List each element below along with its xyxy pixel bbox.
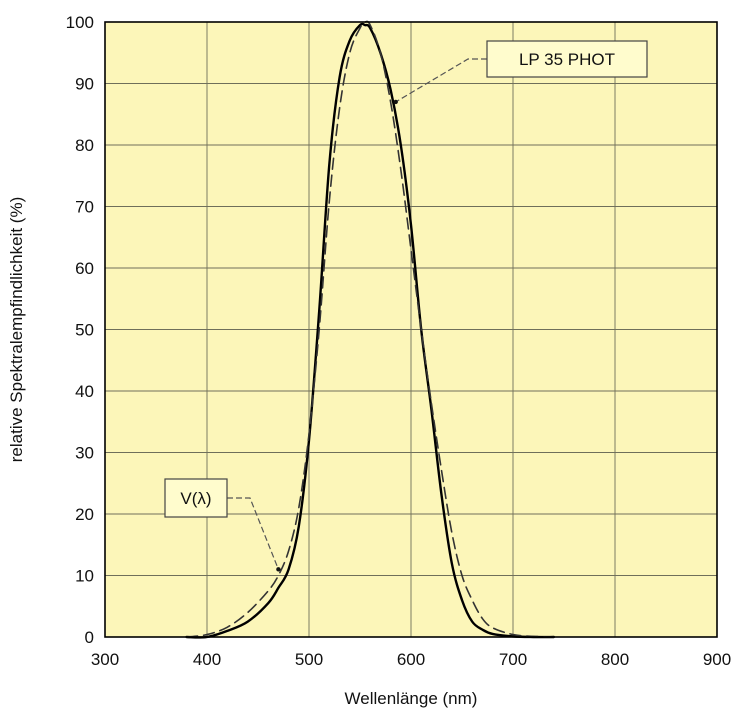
annotation-leader	[227, 497, 279, 570]
x-tick-label: 300	[91, 650, 119, 669]
annotation-box	[486, 40, 648, 78]
x-axis-label: Wellenlänge (nm)	[345, 689, 478, 708]
x-tick-label: 400	[193, 650, 221, 669]
annotation-text: V(λ)	[180, 489, 211, 508]
annotation-box	[164, 478, 228, 518]
y-tick-label: 10	[75, 567, 94, 586]
annotation-v-lambda: V(λ)	[164, 478, 281, 572]
y-tick-label: 20	[75, 505, 94, 524]
annotation-lp35phot: LP 35 PHOT	[393, 40, 648, 105]
series-layer	[185, 20, 555, 639]
y-tick-label: 60	[75, 259, 94, 278]
annotation-pointer	[393, 99, 398, 105]
x-tick-label: 800	[601, 650, 629, 669]
y-tick-label: 100	[66, 13, 94, 32]
y-tick-label: 80	[75, 136, 94, 155]
y-tick-label: 90	[75, 75, 94, 94]
y-tick-label: 40	[75, 382, 94, 401]
x-tick-label: 500	[295, 650, 323, 669]
annotations: LP 35 PHOT V(λ)	[164, 40, 648, 572]
annotation-pointer	[276, 567, 281, 572]
y-tick-label: 70	[75, 198, 94, 217]
x-tick-label: 700	[499, 650, 527, 669]
ticks: 300 400 500 600 700 800 900 0 10 20 30 40 50 60 70 80 90…	[66, 13, 732, 669]
plot-frame	[104, 21, 718, 638]
series-line-lp35phot	[185, 22, 555, 639]
series-line-v-lambda	[185, 20, 555, 638]
y-tick-label: 50	[75, 321, 94, 340]
y-axis-label: relative Spektralempfindlichkeit (%)	[7, 197, 26, 463]
y-tick-label: 30	[75, 444, 94, 463]
y-tick-label: 0	[85, 628, 94, 647]
x-tick-label: 900	[703, 650, 731, 669]
x-tick-label: 600	[397, 650, 425, 669]
annotation-text: LP 35 PHOT	[519, 50, 615, 69]
annotation-leader	[395, 58, 487, 103]
